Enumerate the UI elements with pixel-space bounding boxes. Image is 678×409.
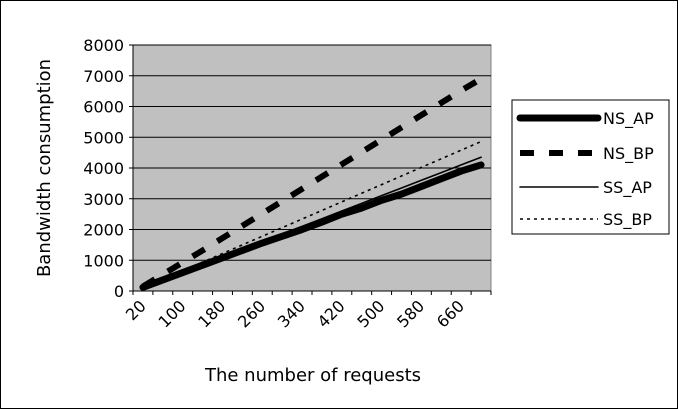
y-tick-label: 8000 (83, 36, 124, 55)
y-tick-label: 3000 (83, 190, 124, 209)
y-axis-ticks: 0 1000 2000 3000 4000 5000 6000 7000 8000 (83, 36, 133, 301)
x-tick-label: 340 (274, 296, 309, 331)
x-tick-label: 420 (314, 296, 349, 331)
legend-box (511, 99, 670, 235)
legend-label: NS_BP (603, 144, 654, 164)
legend-label: NS_AP (603, 109, 654, 129)
y-tick-label: 5000 (83, 128, 124, 147)
y-tick-label: 1000 (83, 251, 124, 270)
y-tick-label: 0 (114, 282, 124, 301)
legend-label: SS_BP (603, 210, 652, 230)
series-line-ss-bp (142, 140, 482, 289)
x-tick-label: 660 (433, 296, 468, 331)
legend: NS_AP NS_BP SS_AP SS_BP (511, 99, 670, 235)
legend-label: SS_AP (603, 178, 652, 198)
x-tick-label: 500 (353, 296, 388, 331)
x-tick-label: 580 (393, 296, 428, 331)
y-tick-label: 2000 (83, 221, 124, 240)
y-axis-title: Bandwidth consumption (34, 59, 55, 277)
x-tick-label: 100 (155, 296, 190, 331)
x-tick-label: 180 (194, 296, 229, 331)
series-line-ns-bp (141, 76, 483, 289)
series-line-ns-ap (139, 161, 485, 291)
x-axis-title: The number of requests (204, 365, 421, 386)
y-tick-label: 4000 (83, 159, 124, 178)
y-tick-label: 6000 (83, 98, 124, 117)
x-tick-label: 20 (122, 296, 150, 324)
x-axis-ticks: 20 100 180 260 340 420 500 580 660 (122, 291, 492, 331)
series-lines (139, 76, 485, 291)
y-tick-label: 7000 (83, 67, 124, 86)
x-tick-label: 260 (234, 296, 269, 331)
